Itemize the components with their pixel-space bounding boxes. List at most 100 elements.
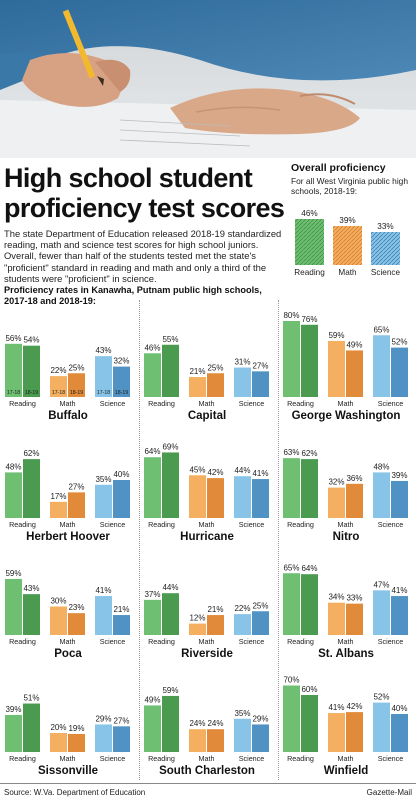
math-bar-value: 25% (207, 363, 223, 372)
math-bar (346, 483, 363, 518)
math-bar-value: 17% (50, 492, 66, 501)
science-bar (95, 596, 112, 635)
school-title: Winfield (324, 765, 369, 777)
overall-bar-value: 39% (339, 216, 355, 225)
school-title: Poca (54, 648, 82, 660)
school-title: George Washington (292, 410, 401, 422)
math-bar-value: 32% (328, 478, 344, 487)
overall-bar (295, 219, 324, 265)
reading-bar-value: 43% (23, 584, 39, 593)
category-label: Science (239, 399, 265, 408)
category-label: Science (100, 520, 126, 529)
math-bar-value: 30% (50, 597, 66, 606)
science-bar (373, 590, 390, 635)
category-label: Reading (287, 754, 314, 763)
science-bar (252, 371, 269, 397)
overall-bar-label: Math (338, 268, 357, 277)
math-bar (68, 373, 85, 397)
math-bar (207, 373, 224, 397)
category-label: Math (338, 520, 354, 529)
reading-bar (144, 353, 161, 397)
science-bar (234, 367, 251, 397)
school-title: Herbert Hoover (26, 531, 110, 543)
science-bar-value: 29% (95, 714, 111, 723)
math-bar-value: 59% (328, 331, 344, 340)
science-bar (234, 476, 251, 518)
student-writing-image (0, 0, 416, 158)
math-bar (50, 376, 67, 397)
school-chart: 64%69% Reading 45% 42% Math 44% 41% Science Hurr… (144, 442, 269, 543)
reading-bar (144, 457, 161, 518)
overall-bar-label: Reading (294, 268, 325, 277)
category-label: Science (239, 637, 265, 646)
math-bar-value: 24% (189, 719, 205, 728)
school-chart: 37%44% Reading 12%21% Math 22% 25% Science Rive… (144, 583, 269, 660)
reading-bar (283, 458, 300, 518)
schools-caption: Proficiency rates in Kanawha, Putnam pub… (4, 285, 262, 306)
reading-bar (144, 705, 161, 752)
science-bar-value: 22% (234, 604, 250, 613)
math-bar-value: 42% (346, 702, 362, 711)
science-bar-value: 43% (95, 346, 111, 355)
category-label: Math (199, 637, 215, 646)
overall-bar (333, 226, 362, 265)
reading-bar (162, 452, 179, 518)
math-bar (346, 712, 363, 752)
category-label: Reading (287, 520, 314, 529)
science-bar (95, 484, 112, 518)
reading-bar-value: 62% (23, 449, 39, 458)
math-bar (346, 350, 363, 397)
math-bar-value: 27% (68, 482, 84, 491)
category-label: Science (239, 520, 265, 529)
math-bar (68, 613, 85, 635)
science-bar-value: 25% (252, 601, 268, 610)
school-title: St. Albans (318, 648, 374, 660)
category-label: Reading (148, 637, 175, 646)
year-label: 18-19 (25, 390, 38, 396)
science-bar (113, 615, 130, 635)
page-title: High school student proficiency test sco… (4, 163, 285, 223)
reading-bar-value: 56% (5, 334, 21, 343)
category-label: Science (100, 754, 126, 763)
math-bar-value: 45% (189, 465, 205, 474)
math-bar (328, 602, 345, 635)
math-bar (328, 487, 345, 518)
science-bar (373, 335, 390, 397)
science-bar-value: 35% (95, 475, 111, 484)
science-bar (95, 724, 112, 752)
science-bar-value: 29% (252, 714, 268, 723)
reading-bar (162, 344, 179, 397)
math-bar (328, 713, 345, 752)
reading-bar-value: 37% (144, 590, 160, 599)
overall-proficiency-panel: 46% Reading 39% Math 33% Science Overall prof… (291, 162, 416, 282)
intro-text: The state Department of Education releas… (4, 228, 282, 284)
science-bar (252, 479, 269, 518)
category-label: Science (378, 399, 404, 408)
reading-bar (5, 578, 22, 635)
math-bar-value: 24% (207, 719, 223, 728)
overall-bar-label: Science (371, 268, 401, 277)
reading-bar (301, 695, 318, 752)
reading-bar-value: 55% (162, 335, 178, 344)
science-bar-value: 48% (373, 462, 389, 471)
category-label: Science (239, 754, 265, 763)
math-bar (189, 475, 206, 518)
category-label: Science (100, 637, 126, 646)
reading-bar (23, 345, 40, 397)
math-bar-value: 12% (189, 614, 205, 623)
year-label: 18-19 (115, 390, 128, 396)
reading-bar (23, 703, 40, 752)
category-label: Math (60, 754, 76, 763)
reading-bar (23, 459, 40, 518)
category-label: Science (100, 399, 126, 408)
reading-bar-value: 65% (283, 563, 299, 572)
science-bar (95, 356, 112, 397)
science-bar (373, 472, 390, 518)
math-bar-value: 49% (346, 340, 362, 349)
category-label: Reading (9, 754, 36, 763)
category-label: Math (199, 520, 215, 529)
overall-bar (371, 232, 400, 265)
math-bar-value: 42% (207, 468, 223, 477)
category-label: Reading (287, 399, 314, 408)
